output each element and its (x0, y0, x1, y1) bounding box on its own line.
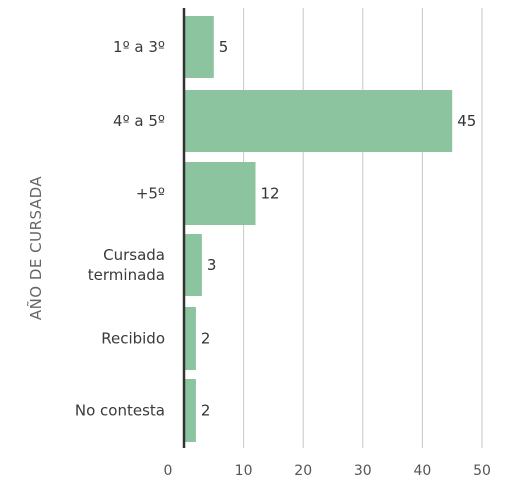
x-tick-label: 10 (235, 463, 253, 479)
category-label-line: +5º (136, 185, 165, 203)
bar (184, 90, 453, 152)
category-label-line: terminada (88, 266, 165, 284)
category-labels: 1º a 3º 4º a 5º +5º Cursada terminada Recibid… (75, 38, 165, 420)
bar (184, 162, 256, 225)
data-label: 12 (261, 185, 280, 203)
bar (184, 307, 196, 370)
category-label: 1º a 3º (113, 38, 165, 56)
data-label: 45 (457, 112, 476, 130)
category-label: +5º (136, 185, 165, 203)
x-tick-label: 20 (294, 463, 312, 479)
x-tick-labels: 0 10 20 30 40 50 (164, 463, 491, 479)
x-tick-label: 40 (413, 463, 431, 479)
data-label: 2 (201, 330, 211, 348)
x-tick-label: 0 (164, 463, 173, 479)
bars (184, 16, 453, 442)
category-label-line: 1º a 3º (113, 38, 165, 56)
bar (184, 379, 196, 442)
category-label: 4º a 5º (113, 112, 165, 130)
bar (184, 234, 202, 296)
data-label: 5 (219, 38, 229, 56)
data-label: 3 (207, 256, 217, 274)
category-label-line: 4º a 5º (113, 112, 165, 130)
category-label: Cursada terminada (88, 246, 165, 284)
bar (184, 16, 214, 78)
y-axis-title: AÑO DE CURSADA (26, 176, 45, 321)
data-labels: 5 45 12 3 2 2 (201, 38, 476, 420)
x-tick-label: 50 (473, 463, 491, 479)
x-tick-label: 30 (354, 463, 372, 479)
category-label-line: No contesta (75, 402, 165, 420)
data-label: 2 (201, 402, 211, 420)
category-label-line: Recibido (101, 330, 165, 348)
category-label: Recibido (101, 330, 165, 348)
category-label: No contesta (75, 402, 165, 420)
grid-lines (243, 8, 483, 448)
category-label-line: Cursada (103, 246, 165, 264)
